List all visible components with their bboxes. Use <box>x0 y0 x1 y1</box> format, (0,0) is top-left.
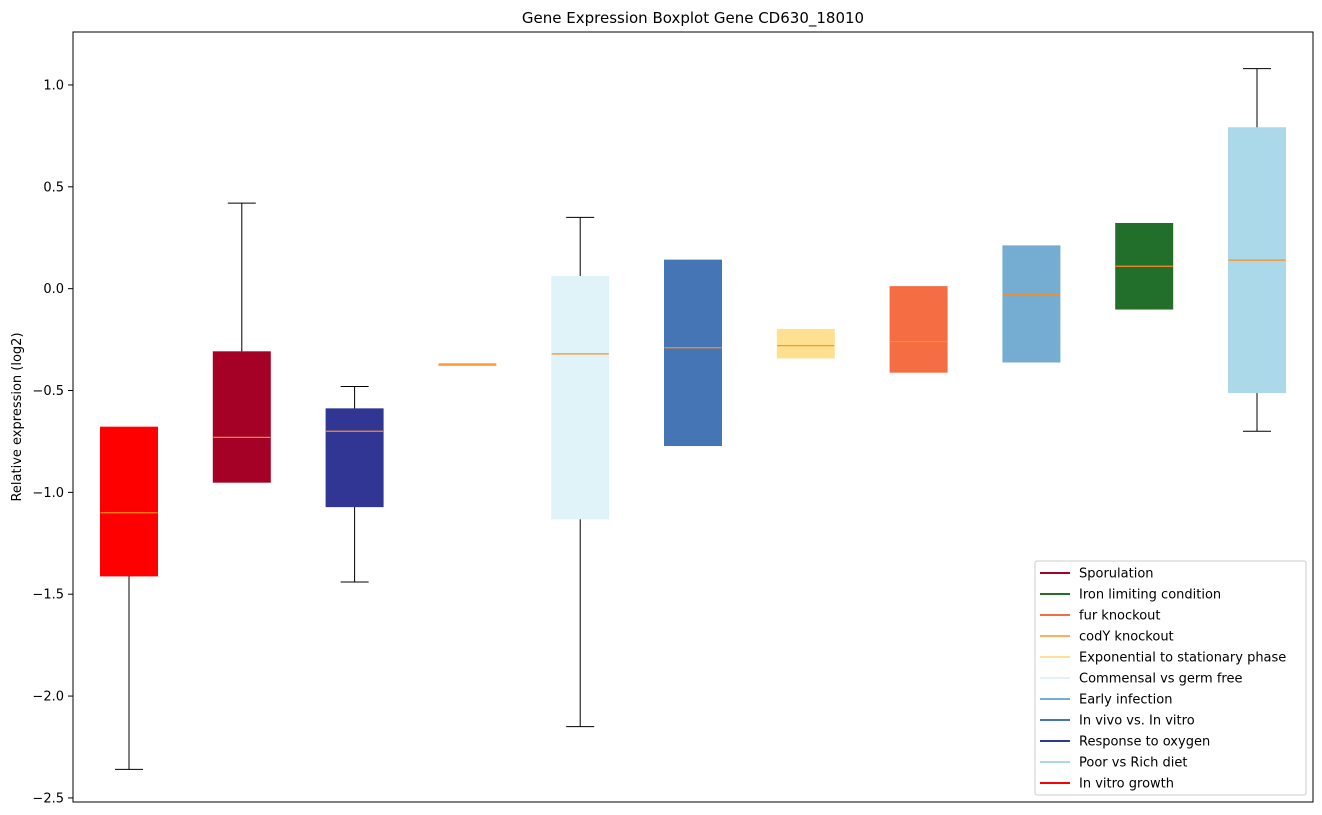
box-4 <box>438 363 497 367</box>
box-11 <box>1228 68 1286 432</box>
legend-label: Response to oxygen <box>1079 735 1210 750</box>
box-body <box>325 408 384 508</box>
legend-label: Early infection <box>1079 693 1172 708</box>
y-tick-label: −1.5 <box>32 588 64 603</box>
box-body <box>212 351 271 483</box>
box-body <box>889 286 948 373</box>
box-1 <box>100 426 158 770</box>
y-axis-ticks: 1.0 0.5 0.0 −0.5 −1.0 −1.5 −2.0 −2.5 <box>32 78 73 806</box>
y-tick-label: 1.0 <box>43 78 64 93</box>
legend-label: codY knockout <box>1079 630 1174 645</box>
legend-label: Sporulation <box>1079 567 1154 582</box>
box-body <box>664 259 722 447</box>
legend-label: fur knockout <box>1079 609 1161 624</box>
box-body <box>100 426 158 577</box>
box-9 <box>1002 245 1061 363</box>
chart-title: Gene Expression Boxplot Gene CD630_18010 <box>522 9 864 28</box>
box-5 <box>551 216 610 728</box>
box-6 <box>664 259 722 447</box>
plot-frame <box>72 31 1314 803</box>
legend-label: Iron limiting condition <box>1079 588 1221 603</box>
y-tick-label: 0.0 <box>43 282 64 297</box>
box-7 <box>776 328 835 359</box>
legend-label: Commensal vs germ free <box>1079 672 1242 687</box>
y-tick-label: 0.5 <box>43 180 64 195</box>
y-tick-label: −2.5 <box>32 791 64 806</box>
box-body <box>551 275 610 520</box>
box-group <box>100 68 1286 770</box>
y-tick-label: −0.5 <box>32 384 64 399</box>
box-8 <box>889 286 948 373</box>
box-10 <box>1115 222 1174 310</box>
box-3 <box>325 385 384 583</box>
box-body <box>1002 245 1061 363</box>
box-body <box>776 328 835 359</box>
legend-frame <box>1034 560 1307 796</box>
legend-label: Exponential to stationary phase <box>1079 651 1286 666</box>
y-tick-label: −1.0 <box>32 486 64 501</box>
legend: Sporulation Iron limiting condition fur kn… <box>1034 560 1307 796</box>
legend-label: In vitro growth <box>1079 777 1174 792</box>
legend-label: Poor vs Rich diet <box>1079 756 1187 771</box>
legend-label: In vivo vs. In vitro <box>1079 714 1195 729</box>
box-2 <box>212 202 271 483</box>
y-tick-label: −2.0 <box>32 690 64 705</box>
y-axis-label: Relative expression (log2) <box>10 332 25 501</box>
